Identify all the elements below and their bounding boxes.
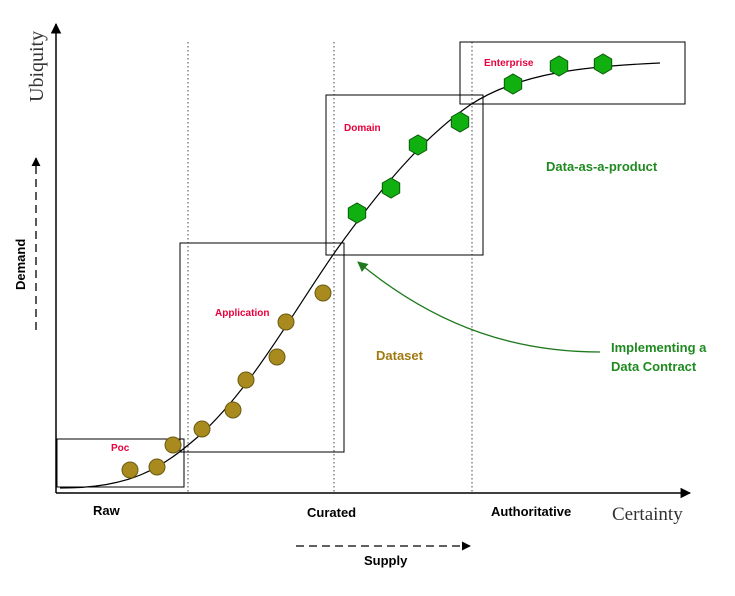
- enterprise-box: [459, 41, 686, 105]
- application-label: Application: [215, 308, 269, 319]
- dataset-circles: [121, 284, 332, 479]
- y-axis-label: Ubiquity: [26, 31, 48, 102]
- evolution-curve: [59, 62, 661, 489]
- dataset-circle: [277, 313, 295, 331]
- contract-label-line1: Implementing a: [611, 340, 707, 355]
- data-product-hexagon: [450, 111, 470, 133]
- x-axis-label: Certainty: [612, 504, 683, 525]
- contract-label-line2: Data Contract: [611, 359, 697, 374]
- data-as-product-label: Data-as-a-product: [546, 159, 658, 174]
- data-product-hexagon: [593, 53, 613, 75]
- data-product-hexagon: [408, 134, 428, 156]
- data-product-hexagon: [549, 55, 569, 77]
- dataset-label: Dataset: [376, 348, 424, 363]
- data-product-hexagon: [347, 202, 367, 224]
- domain-box: [325, 94, 484, 256]
- supply-label: Supply: [364, 553, 408, 568]
- demand-label: Demand: [13, 239, 28, 290]
- dataset-circle: [237, 371, 255, 389]
- dataset-circle: [268, 348, 286, 366]
- dataset-circle: [314, 284, 332, 302]
- stage-raw-label: Raw: [93, 503, 121, 518]
- poc-box: [56, 438, 185, 488]
- stage-curated-label: Curated: [307, 505, 356, 520]
- data-product-hexagons: [347, 53, 613, 224]
- dataset-circle: [193, 420, 211, 438]
- dataset-circle: [148, 458, 166, 476]
- contract-arrow: [357, 261, 601, 353]
- domain-label: Domain: [344, 123, 381, 134]
- dataset-circle: [224, 401, 242, 419]
- data-product-hexagon: [381, 177, 401, 199]
- stage-authoritative-label: Authoritative: [491, 504, 571, 519]
- enterprise-label: Enterprise: [484, 58, 534, 69]
- application-box: [179, 242, 345, 453]
- dataset-circle: [164, 436, 182, 454]
- poc-label: Poc: [111, 443, 130, 454]
- data-product-hexagon: [503, 73, 523, 95]
- dataset-circle: [121, 461, 139, 479]
